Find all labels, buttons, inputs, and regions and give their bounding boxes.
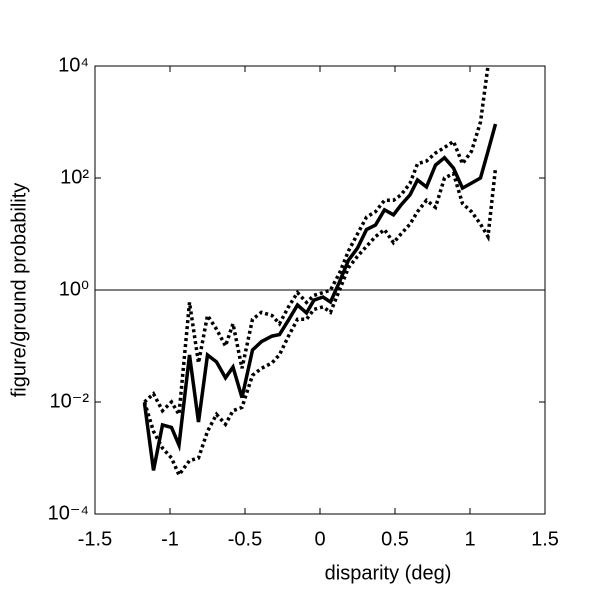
y-axis-label: figure/ground probability <box>8 183 30 398</box>
y-tick-label: 10⁻⁴ <box>48 502 89 524</box>
x-tick-label: 0.5 <box>381 528 409 550</box>
y-tick-label: 10⁻² <box>50 390 90 412</box>
plot-area <box>95 66 545 479</box>
x-tick-label: 1 <box>464 528 475 550</box>
x-axis-label: disparity (deg) <box>325 562 452 584</box>
x-tick-label: 0 <box>314 528 325 550</box>
x-tick-label: -0.5 <box>228 528 262 550</box>
y-tick-label: 10⁴ <box>58 54 89 76</box>
y-tick-label: 10⁰ <box>59 278 89 300</box>
data-line <box>143 66 490 420</box>
data-line <box>142 123 498 471</box>
x-tick-label: -1.5 <box>78 528 112 550</box>
x-tick-label: -1 <box>161 528 179 550</box>
data-line <box>142 167 498 479</box>
y-tick-label: 10² <box>60 166 89 188</box>
x-tick-label: 1.5 <box>531 528 559 550</box>
